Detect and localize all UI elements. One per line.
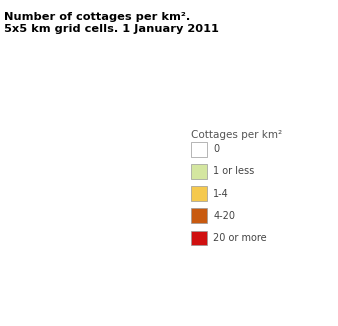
- Text: 0: 0: [213, 144, 219, 154]
- Text: Cottages per km²: Cottages per km²: [191, 130, 282, 140]
- FancyBboxPatch shape: [191, 186, 207, 201]
- Text: Number of cottages per km².
5x5 km grid cells. 1 January 2011: Number of cottages per km². 5x5 km grid …: [4, 12, 219, 34]
- Text: 1 or less: 1 or less: [213, 166, 255, 176]
- FancyBboxPatch shape: [191, 164, 207, 179]
- Text: 20 or more: 20 or more: [213, 233, 267, 243]
- Text: 4-20: 4-20: [213, 211, 235, 221]
- FancyBboxPatch shape: [191, 208, 207, 223]
- FancyBboxPatch shape: [191, 142, 207, 156]
- Text: 1-4: 1-4: [213, 188, 229, 199]
- FancyBboxPatch shape: [191, 230, 207, 245]
